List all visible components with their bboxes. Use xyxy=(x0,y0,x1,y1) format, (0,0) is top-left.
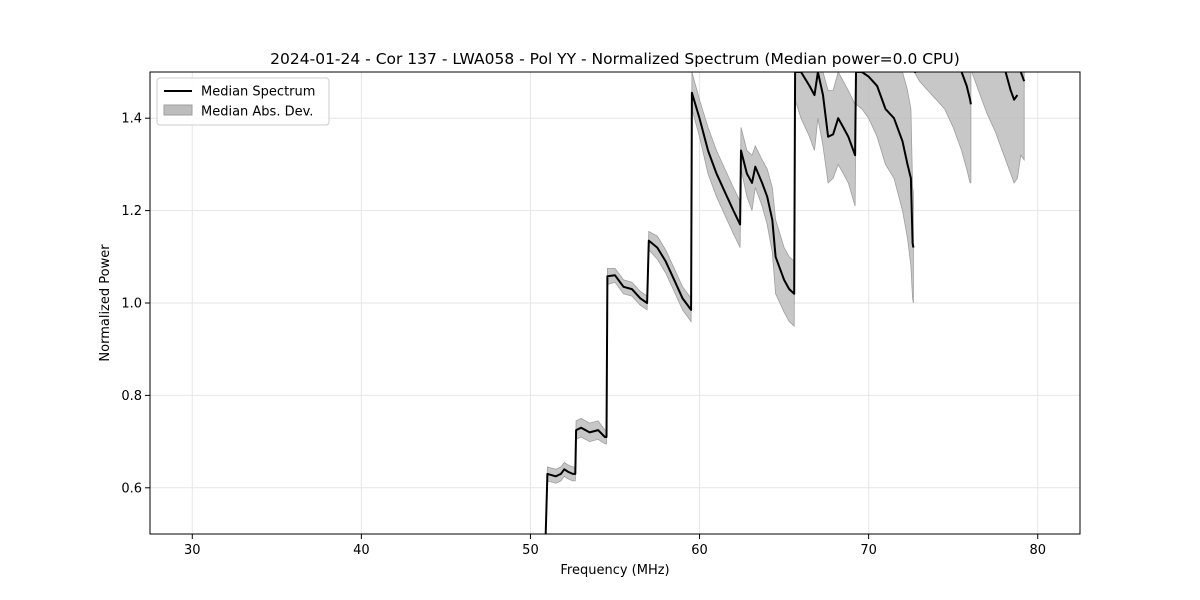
legend-label-median-abs-dev: Median Abs. Dev. xyxy=(201,105,313,120)
mad-band xyxy=(913,72,972,184)
x-tick-label: 40 xyxy=(353,543,370,558)
chart-title: 2024-01-24 - Cor 137 - LWA058 - Pol YY -… xyxy=(270,50,960,68)
median-spectrum-line xyxy=(1019,72,1026,82)
y-tick-label: 0.8 xyxy=(121,389,142,404)
legend-label-median-spectrum: Median Spectrum xyxy=(201,85,315,100)
legend-box xyxy=(156,77,330,126)
legend: Median Spectrum Median Abs. Dev. xyxy=(156,77,330,126)
legend-band-swatch xyxy=(163,104,193,116)
y-tick-label: 1.0 xyxy=(121,297,142,312)
median-spectrum-line xyxy=(1004,72,1019,101)
x-axis-ticks: 30 40 50 60 70 80 xyxy=(184,534,1046,558)
median-spectrum-line xyxy=(544,72,915,534)
y-tick-label: 0.6 xyxy=(121,481,142,496)
x-tick-label: 30 xyxy=(184,543,201,558)
y-tick-label: 1.2 xyxy=(121,204,142,219)
median-spectrum-line xyxy=(960,72,972,105)
y-tick-label: 1.4 xyxy=(121,112,142,127)
x-tick-label: 70 xyxy=(860,543,877,558)
y-axis-ticks: 0.6 0.8 1.0 1.2 1.4 xyxy=(121,112,150,496)
median-lines xyxy=(544,72,1026,534)
x-tick-label: 50 xyxy=(522,543,539,558)
x-tick-label: 80 xyxy=(1029,543,1046,558)
grid xyxy=(150,72,1080,534)
mad-band xyxy=(971,72,1025,184)
x-axis-label: Frequency (MHz) xyxy=(560,563,669,578)
x-tick-label: 60 xyxy=(691,543,708,558)
y-axis-label: Normalized Power xyxy=(98,244,113,362)
